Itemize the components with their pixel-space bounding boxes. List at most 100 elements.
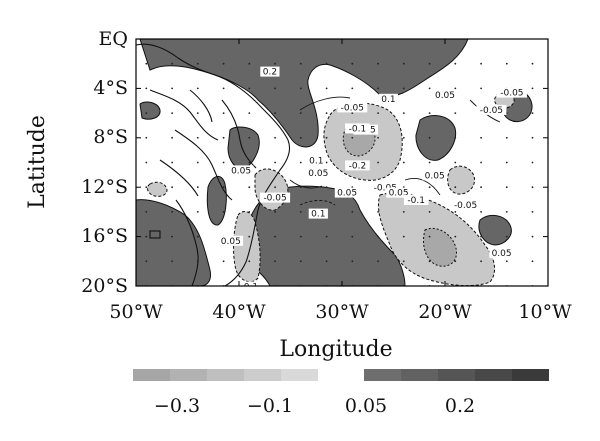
grid-dot bbox=[145, 186, 148, 189]
grid-dot bbox=[299, 211, 302, 213]
grid-dot bbox=[531, 112, 534, 114]
grid-dot bbox=[222, 260, 225, 263]
grid-dot bbox=[325, 87, 328, 90]
contour-label: 0.05 bbox=[221, 237, 241, 247]
contour-label-bg bbox=[345, 160, 370, 171]
grid-dot bbox=[480, 87, 482, 90]
grid-dot bbox=[428, 136, 431, 139]
colorbar-swatch bbox=[364, 369, 401, 381]
grid-dot bbox=[531, 87, 534, 90]
grid-dot bbox=[531, 211, 534, 213]
grid-dot bbox=[402, 161, 405, 164]
colorbar: −0.3 −0.1 0.05 0.2 bbox=[133, 369, 549, 417]
contour-label-bg bbox=[403, 195, 429, 205]
positive-region-east-upper bbox=[415, 115, 457, 161]
grid-dot bbox=[505, 161, 508, 164]
x-tick-label: 10°W bbox=[518, 301, 572, 323]
x-tick-labels: 50°W 40°W 30°W 20°W 10°W bbox=[109, 301, 572, 323]
contour-label-bg bbox=[306, 167, 331, 178]
grid-dot bbox=[531, 260, 534, 263]
contour-label-bg bbox=[489, 248, 514, 259]
x-tick-label: 50°W bbox=[109, 301, 163, 323]
grid-dot bbox=[299, 161, 302, 164]
grid-dot bbox=[505, 260, 508, 263]
contour-label: -0.05 bbox=[341, 103, 364, 113]
grid-dot bbox=[480, 161, 482, 164]
contour-label-bg bbox=[237, 281, 262, 286]
grid-dot bbox=[248, 136, 251, 139]
grid-dot bbox=[274, 161, 276, 164]
positive-region-west-blob bbox=[206, 176, 227, 226]
grid-dot bbox=[222, 186, 225, 189]
grid-dot bbox=[325, 112, 328, 114]
coastline-box bbox=[149, 230, 161, 239]
colorbar-label-neg-0.1: −0.1 bbox=[247, 395, 293, 417]
grid-dot bbox=[402, 87, 405, 90]
grid-dot bbox=[351, 62, 354, 65]
grid-dot bbox=[196, 161, 199, 164]
contour-label-bg bbox=[334, 187, 360, 198]
colorbar-positive-swatches bbox=[364, 369, 549, 381]
colorbar-swatch bbox=[281, 369, 318, 381]
grid-dot bbox=[428, 260, 431, 263]
grid-dot bbox=[402, 136, 405, 139]
coastline-inner-3 bbox=[159, 159, 199, 197]
contour-label-bg bbox=[337, 102, 368, 113]
grid-dot bbox=[454, 211, 457, 213]
grid-dot bbox=[402, 62, 405, 65]
colorbar-swatch bbox=[512, 369, 549, 381]
grid-dot bbox=[222, 161, 225, 164]
grid-dot bbox=[505, 186, 508, 189]
grid-dot bbox=[299, 235, 302, 238]
coastline-inner-4 bbox=[189, 89, 213, 123]
contour-label: 0.05 bbox=[389, 189, 409, 199]
colorbar-label-neg-0.3: −0.3 bbox=[154, 395, 200, 417]
colorbar-swatch bbox=[170, 369, 207, 381]
contour-label: 0.1 bbox=[381, 95, 395, 105]
grid-dot bbox=[196, 235, 199, 238]
contour-label: 0.05 bbox=[337, 189, 357, 199]
y-tick-label: 16°S bbox=[81, 225, 128, 247]
grid-dot bbox=[196, 260, 199, 263]
contour-label: -0.1 bbox=[407, 196, 425, 206]
grid-dot bbox=[299, 87, 302, 90]
coastline-inner-2 bbox=[174, 129, 233, 201]
grid-dot bbox=[377, 87, 379, 90]
grid-dot bbox=[325, 62, 328, 65]
contour-label-bg bbox=[218, 235, 244, 246]
grid-dot bbox=[402, 260, 405, 263]
contour-label: -0.05 bbox=[374, 184, 397, 194]
colorbar-label-pos-0.05: 0.05 bbox=[345, 395, 387, 417]
coastline bbox=[136, 43, 291, 286]
negative-region-bay bbox=[147, 181, 168, 197]
y-axis-title: Latitude bbox=[25, 115, 50, 209]
grid-dot bbox=[505, 211, 508, 213]
contour-label-bg bbox=[308, 208, 328, 219]
grid-dot bbox=[377, 112, 379, 114]
grid-dot bbox=[428, 211, 431, 213]
grid-dot bbox=[145, 235, 148, 238]
grid-dot bbox=[248, 211, 251, 213]
grid-dot bbox=[299, 112, 302, 114]
grid-dot bbox=[325, 136, 328, 139]
grid-dot bbox=[145, 62, 148, 65]
contour-line-3 bbox=[289, 179, 323, 189]
grid-dot bbox=[222, 211, 225, 213]
grid-dot bbox=[222, 62, 225, 65]
y-tick-label: 8°S bbox=[93, 126, 128, 148]
x-axis-title: Longitude bbox=[279, 337, 392, 362]
grid-dot bbox=[274, 62, 276, 65]
grid-dot bbox=[377, 62, 379, 65]
y-tick-label: 20°S bbox=[81, 275, 128, 297]
grid-dot bbox=[377, 235, 379, 238]
grid-dot bbox=[171, 161, 174, 164]
positive-region-north-band bbox=[139, 39, 469, 148]
grid-dot bbox=[274, 235, 276, 238]
contour-label-bg bbox=[378, 93, 398, 104]
grid-dot bbox=[196, 136, 199, 139]
grid-dot bbox=[351, 211, 354, 213]
grid-dot bbox=[274, 260, 276, 263]
grid-dot bbox=[531, 136, 534, 139]
colorbar-negative-swatches bbox=[133, 369, 318, 381]
plot-area: 0.20.10.050.05-0.05-0.05-0.05-0.1-0.20.1… bbox=[136, 39, 548, 286]
